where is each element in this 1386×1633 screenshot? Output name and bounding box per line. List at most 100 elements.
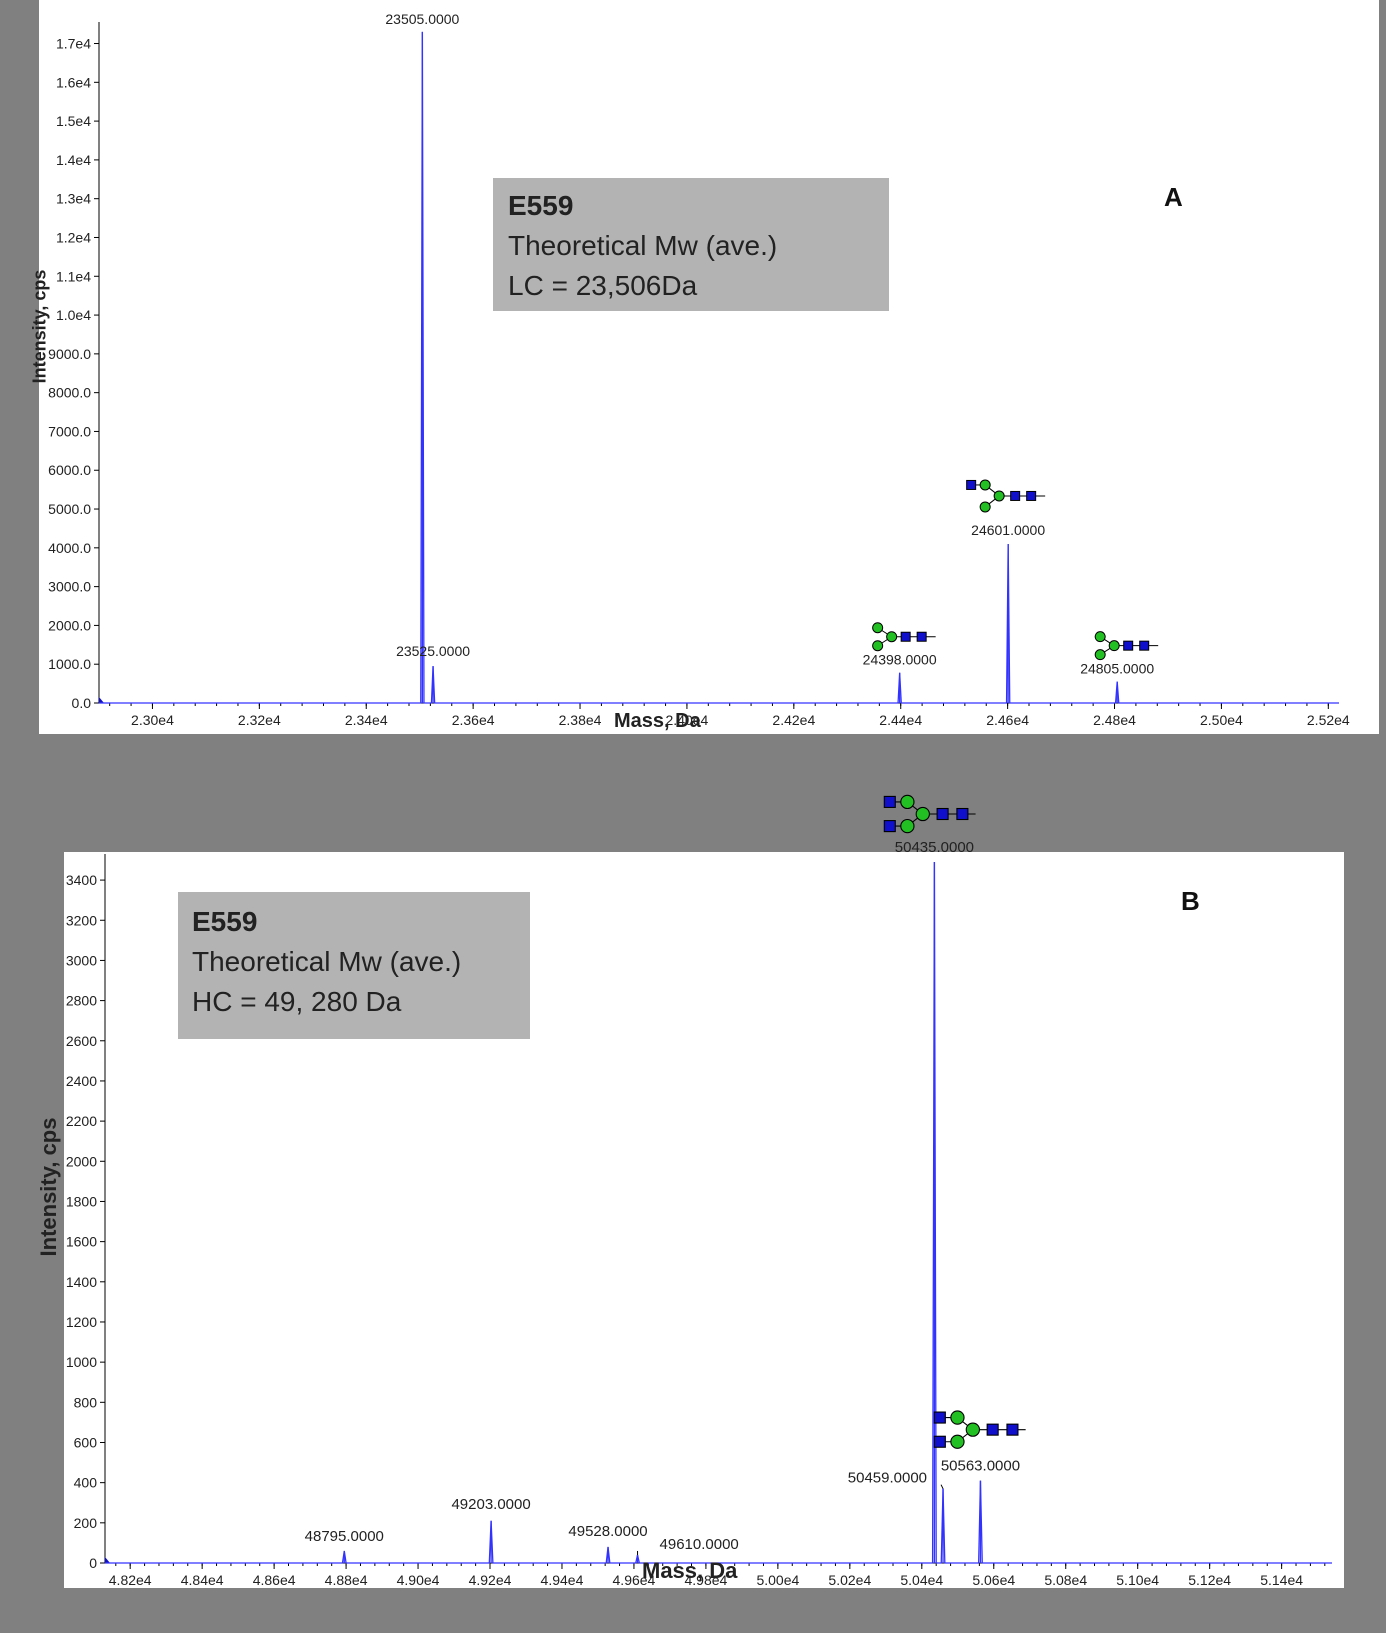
spectrum-panel-a: 2.30e4 2.32e4 2.34e4 2.36e4 2.38e4 2.40e4 2.42… xyxy=(30,0,1379,734)
x-tick-label: 5.08e4 xyxy=(1044,1572,1087,1588)
peak-label: 24805.0000 xyxy=(1080,661,1154,677)
y-tick-label: 8000.0 xyxy=(48,385,91,401)
peak-label: 48795.0000 xyxy=(305,1528,384,1545)
x-tick-label: 4.98e4 xyxy=(684,1572,727,1588)
x-axis-title-a: Mass, Da xyxy=(614,710,701,732)
x-tick-label: 5.06e4 xyxy=(972,1572,1015,1588)
y-tick-label: 1400 xyxy=(66,1274,97,1290)
x-tick-label: 4.92e4 xyxy=(469,1572,512,1588)
x-tick-label: 2.46e4 xyxy=(986,712,1029,728)
x-tick-label: 5.14e4 xyxy=(1260,1572,1303,1588)
y-tick-label: 800 xyxy=(74,1394,98,1410)
x-tick-label: 2.42e4 xyxy=(772,712,815,728)
glycan-g0-icon xyxy=(872,622,936,652)
y-tick-label: 1200 xyxy=(66,1314,97,1330)
x-tick-label: 4.94e4 xyxy=(541,1572,584,1588)
y-tick-label: 1.0e4 xyxy=(56,307,91,323)
glycan-g1-icon xyxy=(966,479,1046,513)
x-tick-label: 2.36e4 xyxy=(452,712,495,728)
y-tick-label: 400 xyxy=(74,1475,98,1491)
x-tick-label: 2.44e4 xyxy=(879,712,922,728)
y-tick-label: 1.5e4 xyxy=(56,113,91,129)
x-tick-label: 2.48e4 xyxy=(1093,712,1136,728)
y-tick-label: 3000.0 xyxy=(48,579,91,595)
x-tick-label: 5.02e4 xyxy=(828,1572,871,1588)
y-axis-title-b: Intensity, cps xyxy=(36,1117,61,1257)
y-tick-label: 1600 xyxy=(66,1234,97,1250)
y-tick-label: 5000.0 xyxy=(48,501,91,517)
peak-label: 24601.0000 xyxy=(971,522,1045,538)
y-tick-label: 2800 xyxy=(66,993,97,1009)
peak-leader-line xyxy=(940,1484,944,1489)
y-tick-label: 1.4e4 xyxy=(56,152,91,168)
peak-label: 23525.0000 xyxy=(396,643,470,659)
y-tick-label: 600 xyxy=(74,1434,98,1450)
y-tick-label: 3200 xyxy=(66,912,97,928)
y-tick-label: 1.1e4 xyxy=(56,268,91,284)
x-tick-label: 2.40e4 xyxy=(666,712,709,728)
y-tick-label: 1000.0 xyxy=(48,656,91,672)
info-line2-b: HC = 49, 280 Da xyxy=(192,986,402,1017)
peak-label: 50563.0000 xyxy=(941,1458,1020,1475)
x-tick-label: 5.04e4 xyxy=(900,1572,943,1588)
y-tick-label: 1.2e4 xyxy=(56,229,91,245)
y-tick-label: 2000.0 xyxy=(48,617,91,633)
peak-label: 23505.0000 xyxy=(385,11,459,27)
spectrum-a-svg: 2.30e4 2.32e4 2.34e4 2.36e4 2.38e4 2.40e4 2.42… xyxy=(48,11,1350,728)
y-tick-label: 2600 xyxy=(66,1033,97,1049)
y-tick-label: 0 xyxy=(89,1555,97,1571)
y-tick-label: 2000 xyxy=(66,1153,97,1169)
x-tick-label: 2.38e4 xyxy=(559,712,602,728)
x-tick-label: 5.10e4 xyxy=(1116,1572,1159,1588)
glycan-g0f-icon xyxy=(933,1410,1026,1449)
info-line2-a: LC = 23,506Da xyxy=(508,270,698,301)
info-line1-a: Theoretical Mw (ave.) xyxy=(508,230,778,261)
info-title-a: E559 xyxy=(508,190,574,221)
x-tick-label: 4.82e4 xyxy=(109,1572,152,1588)
y-tick-label: 7000.0 xyxy=(48,423,91,439)
x-tick-label: 2.52e4 xyxy=(1307,712,1350,728)
y-tick-label: 0.0 xyxy=(72,695,92,711)
y-tick-label: 4000.0 xyxy=(48,540,91,556)
y-tick-label: 3000 xyxy=(66,952,97,968)
panel-label-a: A xyxy=(1164,182,1183,212)
y-tick-label: 2200 xyxy=(66,1113,97,1129)
x-tick-label: 4.86e4 xyxy=(253,1572,296,1588)
x-tick-label: 4.96e4 xyxy=(613,1572,656,1588)
x-axis-title-b: Mass, Da xyxy=(642,1558,738,1583)
info-box-b: E559 Theoretical Mw (ave.) HC = 49, 280 … xyxy=(178,892,530,1039)
x-tick-label: 4.88e4 xyxy=(325,1572,368,1588)
x-tick-label: 5.00e4 xyxy=(756,1572,799,1588)
info-line1-b: Theoretical Mw (ave.) xyxy=(192,946,462,977)
x-tick-label: 4.84e4 xyxy=(181,1572,224,1588)
x-tick-label: 2.30e4 xyxy=(131,712,174,728)
peak-label: 49528.0000 xyxy=(568,1523,647,1540)
y-tick-label: 1.7e4 xyxy=(56,36,91,52)
panel-label-b: B xyxy=(1181,886,1200,916)
glycan-g0-icon xyxy=(1094,631,1159,661)
glycan-g0f-icon xyxy=(883,794,976,834)
peak-label: 49610.0000 xyxy=(660,1536,739,1553)
spectrum-trace xyxy=(99,31,1339,704)
spectrum-b-svg: 4.82e4 4.84e4 4.86e4 4.88e4 4.90e4 4.92e4 4.94… xyxy=(66,794,1332,1588)
x-tick-label: 4.90e4 xyxy=(397,1572,440,1588)
origin-marker xyxy=(99,697,104,703)
y-tick-label: 1000 xyxy=(66,1354,97,1370)
y-tick-label: 6000.0 xyxy=(48,462,91,478)
y-tick-label: 1.6e4 xyxy=(56,74,91,90)
peak-label: 24398.0000 xyxy=(863,652,937,668)
peak-label: 49203.0000 xyxy=(451,1496,530,1513)
peak-label: 50435.0000 xyxy=(895,839,974,856)
y-tick-label: 1800 xyxy=(66,1193,97,1209)
y-tick-label: 3400 xyxy=(66,872,97,888)
x-tick-label: 2.34e4 xyxy=(345,712,388,728)
peak-label: 50459.0000 xyxy=(848,1470,927,1487)
y-tick-label: 1.3e4 xyxy=(56,191,91,207)
spectrum-panel-b: 4.82e4 4.84e4 4.86e4 4.88e4 4.90e4 4.92e4 4.94… xyxy=(36,794,1344,1588)
x-tick-label: 2.50e4 xyxy=(1200,712,1243,728)
info-box-a: E559 Theoretical Mw (ave.) LC = 23,506Da xyxy=(493,178,889,311)
x-tick-label: 5.12e4 xyxy=(1188,1572,1231,1588)
origin-marker xyxy=(105,1557,110,1563)
y-axis-title-a: Intensity, cps xyxy=(29,269,50,384)
y-tick-label: 2400 xyxy=(66,1073,97,1089)
